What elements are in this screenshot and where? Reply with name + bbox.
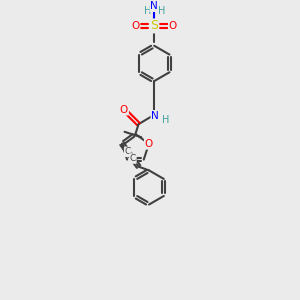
Text: H: H xyxy=(162,115,169,125)
Text: H: H xyxy=(158,6,165,16)
Text: O: O xyxy=(131,21,140,31)
Text: C: C xyxy=(130,154,136,163)
Text: O: O xyxy=(169,21,177,31)
Text: H: H xyxy=(144,6,152,16)
Text: S: S xyxy=(150,20,158,32)
Text: C: C xyxy=(125,147,131,156)
Text: N: N xyxy=(150,1,158,11)
Text: N: N xyxy=(151,111,159,121)
Text: O: O xyxy=(120,105,128,115)
Text: O: O xyxy=(145,139,153,149)
